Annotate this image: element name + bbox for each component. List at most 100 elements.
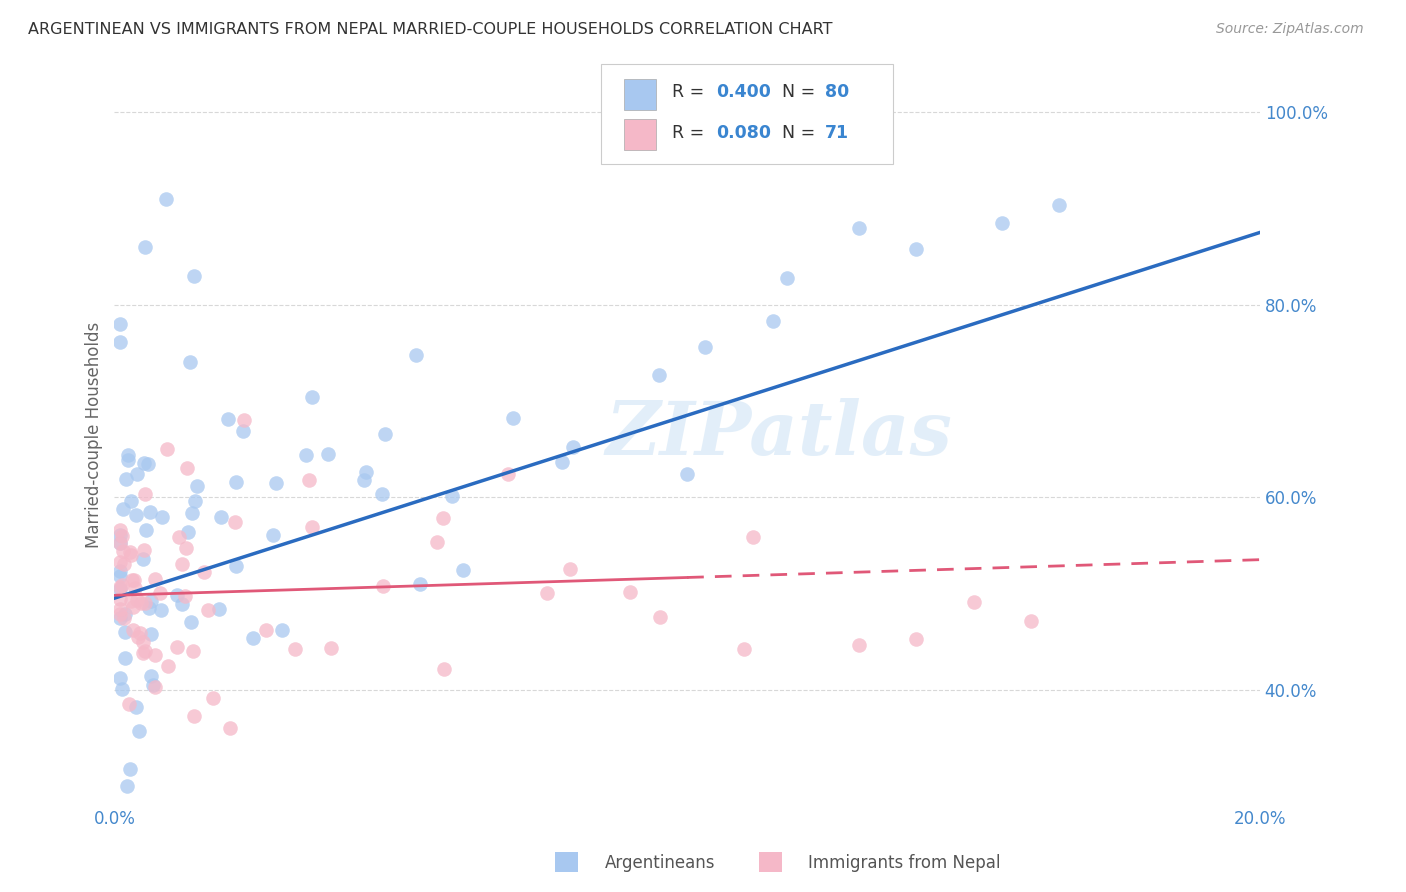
Point [132, 542, 155, 557]
Point [254, 623, 277, 637]
Point [142, 678, 165, 692]
Point [453, 563, 475, 577]
Point [139, 505, 162, 519]
Point [131, 635, 153, 649]
Point [848, 638, 870, 652]
Point [170, 598, 193, 612]
Point [225, 475, 247, 490]
Point [132, 646, 155, 660]
Point [108, 527, 131, 541]
Point [111, 528, 134, 542]
Point [139, 669, 162, 683]
Point [143, 572, 166, 586]
Point [848, 221, 870, 235]
Point [125, 699, 148, 714]
Point [134, 596, 156, 610]
Point [905, 243, 928, 257]
Point [108, 523, 131, 537]
Point [134, 644, 156, 658]
Point [155, 192, 177, 206]
Point [209, 509, 232, 524]
Point [110, 682, 132, 697]
Point [108, 580, 131, 594]
Point [1019, 614, 1042, 628]
Point [108, 671, 131, 685]
Point [150, 510, 173, 524]
Point [149, 585, 172, 599]
Point [496, 467, 519, 481]
Point [174, 541, 197, 555]
Point [181, 644, 204, 658]
Point [353, 473, 375, 487]
Point [141, 594, 163, 608]
Point [117, 453, 139, 467]
Point [111, 544, 134, 558]
Point [150, 603, 173, 617]
Point [127, 630, 149, 644]
Point [132, 456, 155, 470]
Point [156, 442, 179, 456]
Text: N =: N = [782, 124, 821, 142]
Point [135, 523, 157, 537]
Point [120, 545, 142, 559]
Point [242, 631, 264, 645]
Point [122, 599, 145, 614]
Point [301, 520, 323, 534]
Point [120, 493, 142, 508]
Point [141, 627, 163, 641]
Point [174, 589, 197, 603]
Point [301, 390, 323, 404]
Point [108, 555, 131, 569]
Point [409, 577, 432, 591]
Point [138, 458, 160, 472]
Text: Source: ZipAtlas.com: Source: ZipAtlas.com [1216, 22, 1364, 37]
Text: 80: 80 [824, 83, 849, 101]
Point [208, 602, 231, 616]
Point [121, 574, 143, 588]
Point [295, 448, 318, 462]
Point [298, 473, 321, 487]
Point [156, 658, 179, 673]
Point [551, 455, 574, 469]
Point [319, 640, 342, 655]
Point [373, 579, 395, 593]
Point [112, 557, 135, 571]
Point [120, 762, 142, 776]
Point [762, 314, 785, 328]
Text: 71: 71 [824, 124, 849, 142]
Point [371, 487, 394, 501]
Point [129, 596, 152, 610]
Point [186, 479, 208, 493]
Point [108, 582, 131, 596]
Point [962, 595, 984, 609]
Point [112, 611, 135, 625]
Point [224, 515, 246, 529]
Point [184, 493, 207, 508]
Point [125, 592, 148, 607]
Point [108, 611, 131, 625]
Text: ARGENTINEAN VS IMMIGRANTS FROM NEPAL MARRIED-COUPLE HOUSEHOLDS CORRELATION CHART: ARGENTINEAN VS IMMIGRANTS FROM NEPAL MAR… [28, 22, 832, 37]
Point [354, 465, 377, 479]
FancyBboxPatch shape [624, 119, 657, 150]
Point [619, 585, 641, 599]
Point [776, 270, 799, 285]
Point [741, 530, 763, 544]
Point [432, 511, 454, 525]
Point [440, 489, 463, 503]
Point [121, 623, 143, 637]
Point [676, 467, 699, 481]
Point [433, 662, 456, 676]
Point [318, 447, 340, 461]
Point [170, 557, 193, 571]
Point [115, 779, 138, 793]
Point [125, 508, 148, 523]
Point [647, 368, 669, 383]
Point [1047, 198, 1070, 212]
Point [991, 216, 1014, 230]
Point [134, 240, 156, 254]
Point [132, 551, 155, 566]
Point [108, 565, 131, 579]
Point [108, 335, 131, 350]
Point [111, 502, 134, 516]
Point [264, 475, 287, 490]
